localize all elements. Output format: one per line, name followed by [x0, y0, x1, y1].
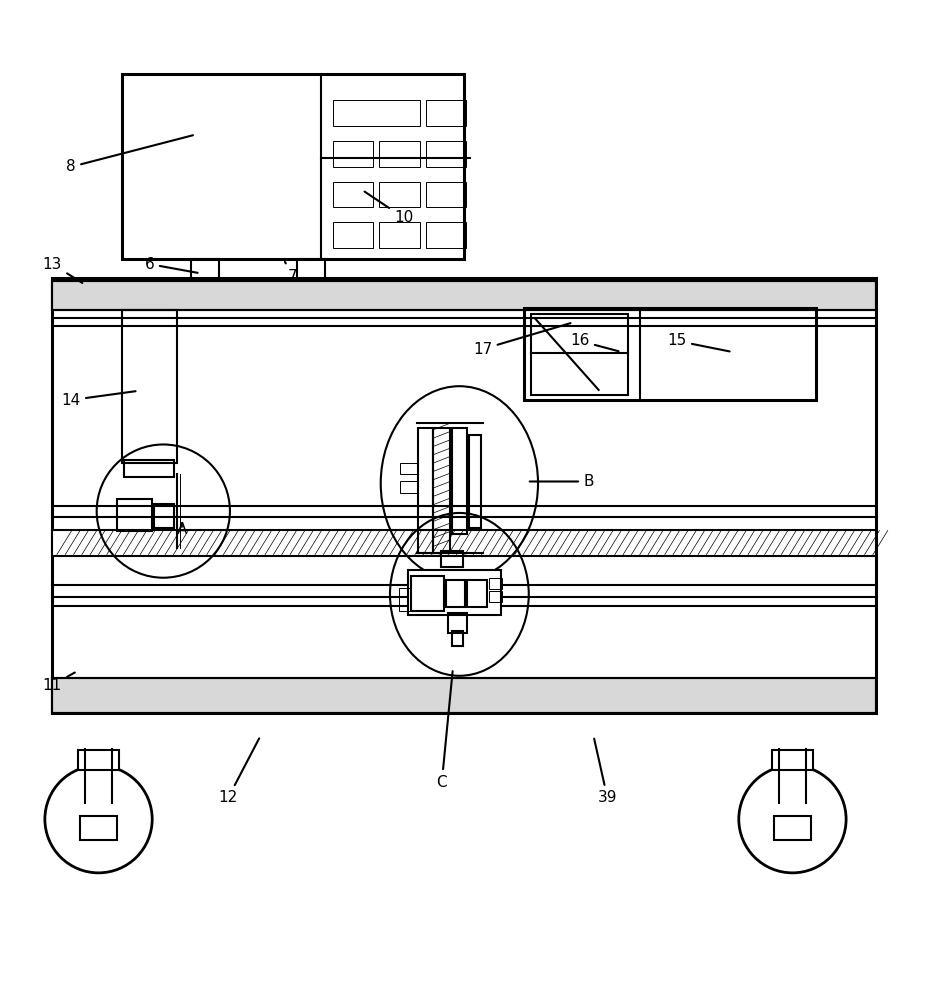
Bar	[400, 463, 416, 474]
Bar	[489, 578, 502, 589]
Bar	[378, 222, 419, 248]
Bar	[451, 631, 463, 646]
Text: 12: 12	[218, 738, 259, 805]
Bar	[80, 816, 117, 840]
Bar	[451, 428, 466, 534]
Bar	[448, 613, 466, 633]
Bar	[440, 551, 463, 567]
Bar	[52, 281, 875, 310]
Text: 14: 14	[61, 391, 135, 408]
Bar	[332, 182, 373, 207]
Bar	[332, 100, 419, 126]
Text: 6: 6	[145, 257, 197, 273]
Bar	[124, 460, 174, 477]
Bar	[52, 678, 875, 713]
Bar	[773, 816, 810, 840]
Bar	[121, 310, 177, 463]
Bar	[154, 504, 174, 528]
Text: 13: 13	[43, 257, 83, 283]
Text: C: C	[436, 671, 452, 790]
Bar	[298, 259, 324, 296]
Text: 11: 11	[43, 673, 75, 693]
Text: 10: 10	[364, 192, 413, 225]
Bar	[446, 580, 464, 607]
Bar	[411, 576, 443, 611]
Bar	[433, 428, 450, 553]
Text: 15: 15	[667, 333, 729, 351]
Bar	[378, 141, 419, 167]
Bar	[378, 182, 419, 207]
Bar	[332, 141, 373, 167]
Bar	[425, 182, 465, 207]
Bar	[466, 580, 487, 607]
Bar	[408, 570, 501, 615]
Bar	[771, 750, 812, 770]
Bar	[332, 222, 373, 248]
Bar	[417, 428, 432, 553]
Bar	[524, 308, 815, 400]
Text: 7: 7	[285, 262, 298, 284]
Bar	[425, 141, 465, 167]
Bar	[530, 314, 627, 395]
Text: 39: 39	[593, 739, 616, 805]
Bar	[52, 281, 875, 310]
Bar	[52, 530, 875, 556]
Text: 17: 17	[473, 323, 570, 357]
Bar	[191, 259, 219, 296]
Bar	[425, 100, 465, 126]
Bar	[400, 481, 416, 493]
Bar	[117, 499, 152, 531]
Bar	[468, 435, 480, 528]
Bar	[52, 678, 875, 713]
Bar	[489, 591, 502, 602]
Bar	[425, 222, 465, 248]
Text: 8: 8	[66, 135, 193, 174]
Bar	[121, 74, 464, 259]
Text: 16: 16	[569, 333, 618, 351]
Bar	[78, 750, 119, 770]
Text: B: B	[529, 474, 593, 489]
Text: A: A	[176, 522, 187, 537]
Bar	[52, 278, 875, 713]
Bar	[399, 588, 410, 611]
